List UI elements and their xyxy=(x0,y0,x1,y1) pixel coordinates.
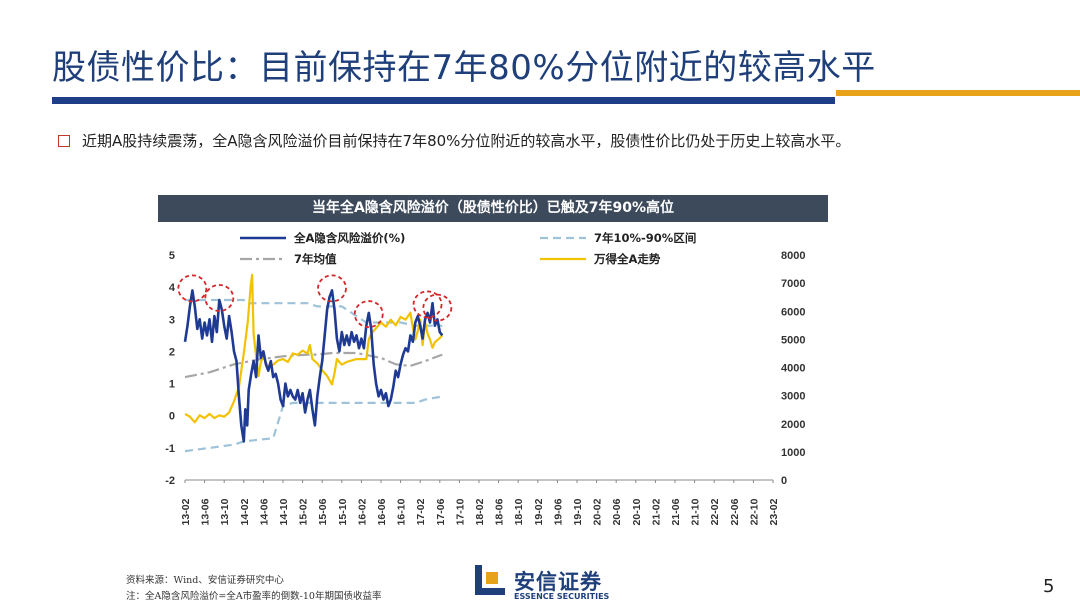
series-line-mean xyxy=(184,351,443,379)
x-tick-label: 18-02 xyxy=(474,498,486,525)
chart-plot: -2 -1 0 1 2 3 4 5 0 1000 2000 3000 4000 5000 6000 7000 8… xyxy=(165,231,805,525)
y-right-tick-label: 4000 xyxy=(781,363,805,375)
series-line-index xyxy=(184,273,444,424)
x-tick-label: 23-02 xyxy=(768,498,780,525)
x-tick-label: 14-10 xyxy=(278,498,290,525)
highlight-circle xyxy=(204,284,235,312)
y-right-tick-label: 0 xyxy=(781,475,787,487)
y-right-tick-label: 3000 xyxy=(781,391,805,403)
bullet-point: 近期A股持续震荡，全A隐含风险溢价目前保持在7年80%分位附近的较高水平，股债性… xyxy=(58,130,850,151)
x-tick-label: 22-02 xyxy=(709,498,721,525)
x-tick-label: 17-02 xyxy=(415,498,427,525)
y-left-tick-label: 4 xyxy=(169,282,176,294)
chart-title: 当年全A隐含风险溢价（股债性价比）已触及7年90%高位 xyxy=(158,195,828,222)
highlight-circle xyxy=(422,293,453,322)
x-tick-label: 21-10 xyxy=(690,498,702,525)
y-left-tick-label: 3 xyxy=(169,314,175,326)
logo-mark-icon xyxy=(475,565,505,595)
title-rule-blue xyxy=(52,97,835,104)
series-line-erp xyxy=(183,289,444,443)
y-left-tick-label: 2 xyxy=(169,346,175,358)
legend-label-index: 万得全A走势 xyxy=(593,252,661,266)
company-logo: 安信证券 ESSENCE SECURITIES xyxy=(474,562,609,604)
x-tick-label: 13-10 xyxy=(219,498,231,525)
logo-text-cn: 安信证券 xyxy=(514,570,602,594)
highlight-circle xyxy=(353,300,384,328)
x-tick-label: 14-06 xyxy=(258,498,270,525)
source-text: 资料来源：Wind、安信证券研究中心 xyxy=(126,575,284,586)
series-line-band_lower xyxy=(184,395,443,453)
y-right-tick-label: 2000 xyxy=(781,419,805,431)
x-tick-label: 15-10 xyxy=(337,498,349,525)
x-tick-label: 20-02 xyxy=(592,498,604,525)
chart-highlights xyxy=(177,274,453,328)
chart-legend: 全A隐含风险溢价(%) 7年10%-90%区间 7年均值 万得全A走势 xyxy=(240,231,696,266)
logo-text-en: ESSENCE SECURITIES xyxy=(514,592,610,601)
x-tick-label: 15-06 xyxy=(317,498,329,525)
legend-label-mean: 7年均值 xyxy=(294,252,337,266)
y-left-tick-label: 5 xyxy=(169,250,175,262)
note-text: 注：全A隐含风险溢价=全A市盈率的倒数-10年期国债收益率 xyxy=(126,591,382,602)
slide-title: 股债性价比：目前保持在7年80%分位附近的较高水平 xyxy=(52,48,876,88)
x-tick-label: 20-06 xyxy=(611,498,623,525)
x-tick-label: 17-06 xyxy=(435,498,447,525)
x-tick-label: 18-06 xyxy=(494,498,506,525)
y-right-tick-label: 7000 xyxy=(781,278,805,290)
x-tick-label: 13-06 xyxy=(200,498,212,525)
bullet-text: 近期A股持续震荡，全A隐含风险溢价目前保持在7年80%分位附近的较高水平，股债性… xyxy=(82,132,851,150)
x-tick-label: 15-02 xyxy=(298,498,310,525)
legend-label-band_upper: 7年10%-90%区间 xyxy=(594,231,696,245)
x-tick-label: 22-06 xyxy=(729,498,741,525)
y-left-tick-label: -2 xyxy=(165,475,175,487)
page-number: 5 xyxy=(1043,576,1055,597)
x-tick-label: 19-06 xyxy=(552,498,564,525)
series-line-band_upper xyxy=(185,298,443,327)
x-tick-label: 19-10 xyxy=(572,498,584,525)
x-tick-label: 16-10 xyxy=(396,498,408,525)
y-left-tick-label: -1 xyxy=(165,443,175,455)
y-right-tick-label: 8000 xyxy=(781,250,805,262)
highlight-circle xyxy=(317,274,347,303)
title-rule-gold xyxy=(836,90,1080,96)
y-right-tick-label: 1000 xyxy=(781,447,805,459)
highlight-circle xyxy=(177,274,208,303)
x-tick-label: 14-02 xyxy=(239,498,251,525)
y-left-tick-label: 1 xyxy=(169,379,175,391)
x-tick-label: 18-10 xyxy=(513,498,525,525)
x-tick-label: 16-06 xyxy=(376,498,388,525)
chart-series xyxy=(183,273,444,453)
x-tick-label: 17-10 xyxy=(454,498,466,525)
x-tick-label: 21-02 xyxy=(650,498,662,525)
chart-axes: -2 -1 0 1 2 3 4 5 0 1000 2000 3000 4000 5000 6000 7000 8… xyxy=(165,250,805,525)
y-right-tick-label: 6000 xyxy=(781,306,805,318)
y-left-tick-label: 0 xyxy=(169,411,175,423)
x-tick-label: 13-02 xyxy=(180,498,192,525)
x-tick-label: 22-10 xyxy=(748,498,760,525)
x-tick-label: 21-06 xyxy=(670,498,682,525)
y-right-tick-label: 5000 xyxy=(781,334,805,346)
square-bullet-icon xyxy=(58,135,70,147)
legend-label-erp: 全A隐含风险溢价(%) xyxy=(293,231,405,245)
x-tick-label: 20-10 xyxy=(631,498,643,525)
chart: 当年全A隐含风险溢价（股债性价比）已触及7年90%高位 -2 -1 0 1 2 3 4 5 0 1… xyxy=(130,195,830,535)
x-tick-label: 19-02 xyxy=(533,498,545,525)
x-tick-label: 16-02 xyxy=(356,498,368,525)
